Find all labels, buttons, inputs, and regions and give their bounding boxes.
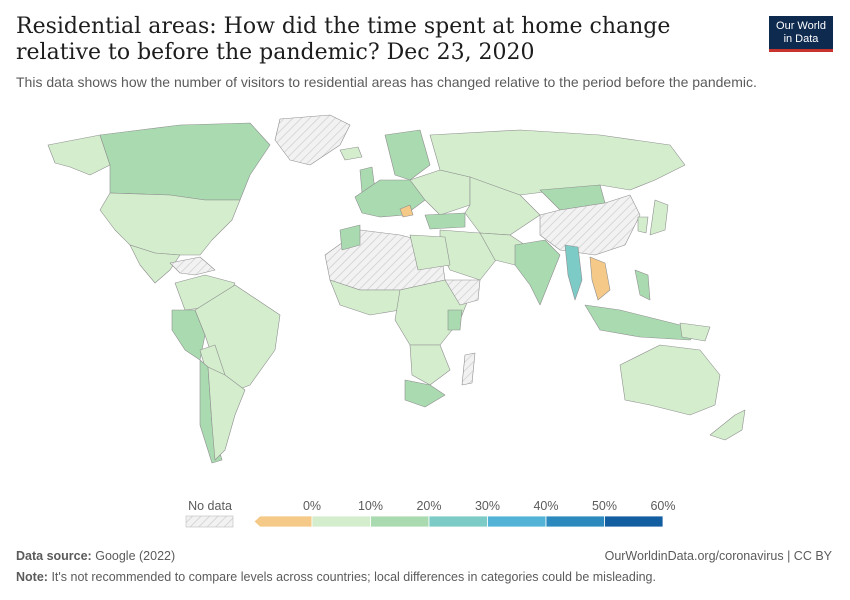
logo-line-1: Our World: [776, 20, 826, 32]
world-map[interactable]: [0, 105, 850, 500]
data-source-label: Data source:: [16, 549, 92, 563]
region-turkey[interactable]: [424, 212, 466, 230]
region-argentina[interactable]: [207, 366, 246, 461]
region-iceland[interactable]: [339, 146, 363, 161]
owid-logo[interactable]: Our World in Data: [769, 16, 833, 52]
legend-tick-label: 50%: [592, 499, 617, 513]
map-legend: No data 0% 10% 20% 30% 40% 50% 60%: [185, 499, 676, 528]
legend-bin-5[interactable]: [545, 515, 605, 528]
legend-bin-3[interactable]: [428, 515, 488, 528]
legend-bin-2[interactable]: [370, 515, 430, 528]
legend-tick-label: 20%: [416, 499, 441, 513]
legend-bin-6[interactable]: [604, 515, 664, 528]
region-vietnam[interactable]: [589, 256, 611, 301]
footer-url[interactable]: OurWorldinData.org/coronavirus | CC BY: [604, 549, 832, 563]
region-egypt[interactable]: [409, 234, 451, 271]
region-korea[interactable]: [637, 216, 649, 234]
legend-no-data-label: No data: [188, 499, 232, 513]
legend-tick-label: 40%: [533, 499, 558, 513]
region-balkans[interactable]: [399, 204, 414, 218]
legend-bin-1[interactable]: [311, 515, 371, 528]
note-text: It's not recommended to compare levels a…: [51, 570, 656, 584]
region-greenland[interactable]: [274, 114, 351, 166]
data-source-value[interactable]: Google (2022): [95, 549, 176, 563]
chart-subtitle: This data shows how the number of visito…: [16, 74, 757, 90]
region-india[interactable]: [514, 239, 561, 306]
region-morocco[interactable]: [339, 224, 361, 251]
region-south-africa[interactable]: [404, 379, 446, 408]
region-new-zealand[interactable]: [709, 409, 746, 441]
region-kenya[interactable]: [447, 309, 463, 331]
chart-title: Residential areas: How did the time spen…: [16, 14, 671, 65]
legend-tick-label: 60%: [650, 499, 675, 513]
legend-bin-4[interactable]: [487, 515, 547, 528]
region-scandinavia[interactable]: [384, 129, 431, 181]
data-source: Data source: Google (2022): [16, 549, 175, 563]
region-png[interactable]: [679, 322, 711, 342]
region-philippines[interactable]: [634, 269, 651, 301]
region-usa[interactable]: [99, 192, 241, 256]
legend-tick-label: 30%: [475, 499, 500, 513]
region-japan[interactable]: [649, 199, 669, 236]
region-caribbean[interactable]: [169, 256, 216, 276]
legend-bin-below-0[interactable]: [253, 515, 313, 528]
region-canada[interactable]: [99, 122, 271, 201]
logo-line-2: in Data: [783, 33, 819, 45]
note-label: Note:: [16, 570, 48, 584]
region-mexico[interactable]: [129, 244, 181, 284]
legend-tick-label: 10%: [358, 499, 383, 513]
footer-note: Note: It's not recommended to compare le…: [16, 570, 656, 584]
region-alaska[interactable]: [47, 134, 111, 176]
region-madagascar[interactable]: [461, 352, 476, 386]
region-horn-of-africa[interactable]: [444, 279, 481, 306]
region-southern-africa[interactable]: [409, 344, 451, 386]
legend-tick-label: 0%: [303, 499, 321, 513]
region-china[interactable]: [539, 194, 641, 256]
region-australia[interactable]: [619, 344, 721, 416]
legend-no-data-swatch[interactable]: [185, 515, 234, 528]
region-myanmar[interactable]: [564, 244, 583, 301]
